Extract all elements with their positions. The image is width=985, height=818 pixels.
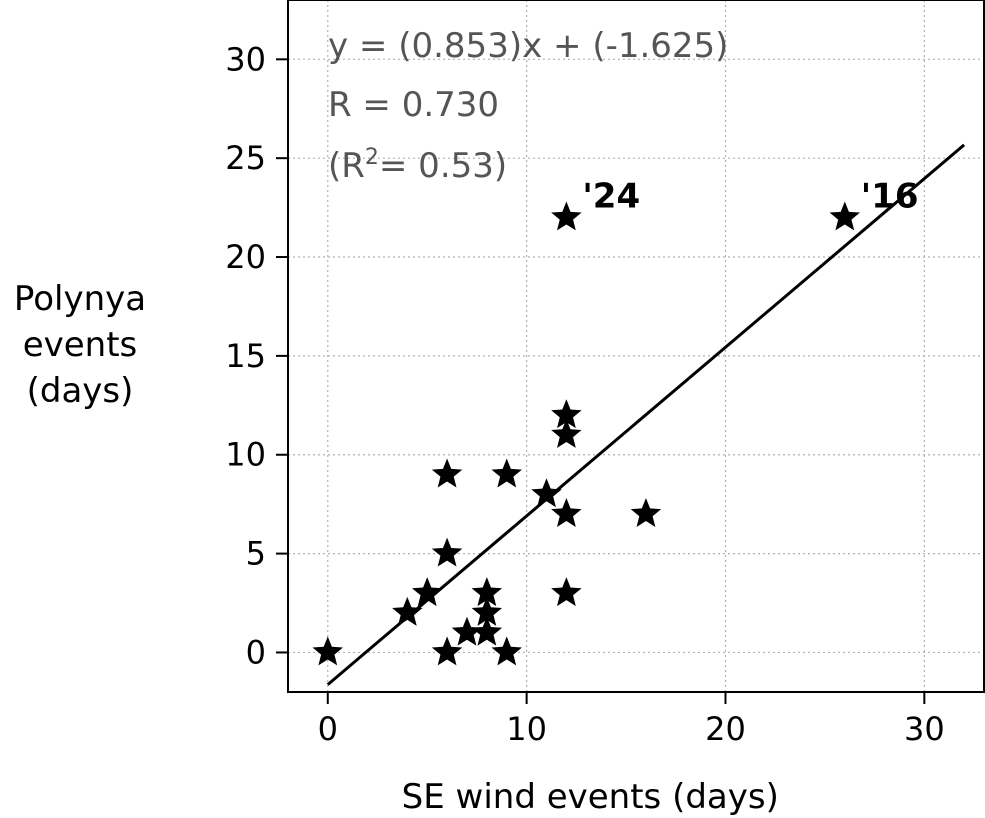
fit-equation: y = (0.853)x + (-1.625) [328,26,728,66]
data-point-star [551,418,582,448]
data-point-star [471,596,503,626]
data-point-star [551,201,582,231]
data-point-star [491,458,522,488]
y-axis-label-line-1: Polynya [14,279,146,319]
data-point-star [829,201,861,231]
data-point-star [471,616,503,646]
data-point-star [531,478,562,508]
y-axis-label-line-3: (days) [27,371,134,411]
r-value: R = 0.730 [328,85,499,125]
data-point-star [551,498,582,527]
r-squared: (R2= 0.53) [328,145,507,186]
y-tick-label: 30 [225,40,266,78]
data-point-star [392,596,423,626]
point-label: '24 [582,176,640,216]
fit-line [326,143,966,686]
data-point-star [431,537,463,567]
r-squared-superscript: 2 [365,145,379,170]
y-tick-label: 5 [246,535,266,573]
r-squared-suffix: = 0.53) [379,146,507,186]
ticks-layer: 0 10 20 30 0 5 10 15 20 25 30 [225,40,944,748]
grid-layer [288,0,984,692]
x-tick-label: 30 [904,710,945,748]
x-tick-label: 20 [705,710,746,748]
x-tick-label: 10 [506,710,547,748]
y-tick-label: 25 [225,139,266,177]
points-layer [312,201,861,666]
point-labels-layer: '24 '16 [582,176,918,216]
data-point-star [411,577,443,607]
data-point-star [491,636,522,666]
data-point-star [431,458,463,488]
r-squared-prefix: (R [328,146,365,186]
y-tick-label: 15 [225,337,266,375]
point-label: '16 [861,176,919,216]
data-point-star [551,399,582,429]
data-point-star [630,498,662,527]
y-tick-label: 0 [246,633,266,671]
data-point-star [312,636,343,666]
fit-line-layer [326,143,966,686]
x-axis-label: SE wind events (days) [402,777,779,817]
data-point-star [451,616,483,646]
y-tick-label: 10 [225,436,266,474]
data-point-star [431,636,463,666]
y-tick-label: 20 [225,238,266,276]
plot-frame [287,0,985,693]
data-point-star [551,577,582,607]
y-axis-label-line-2: events [23,325,138,365]
x-tick-label: 0 [318,710,338,748]
data-point-star [471,577,503,607]
